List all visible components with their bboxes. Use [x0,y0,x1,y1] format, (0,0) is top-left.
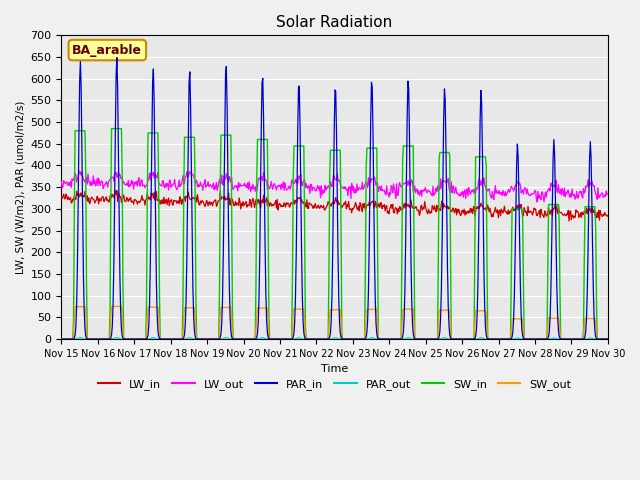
Legend: LW_in, LW_out, PAR_in, PAR_out, SW_in, SW_out: LW_in, LW_out, PAR_in, PAR_out, SW_in, S… [93,374,575,394]
Text: BA_arable: BA_arable [72,44,142,57]
Title: Solar Radiation: Solar Radiation [276,15,393,30]
Y-axis label: LW, SW (W/m2), PAR (umol/m2/s): LW, SW (W/m2), PAR (umol/m2/s) [15,100,25,274]
X-axis label: Time: Time [321,364,348,374]
